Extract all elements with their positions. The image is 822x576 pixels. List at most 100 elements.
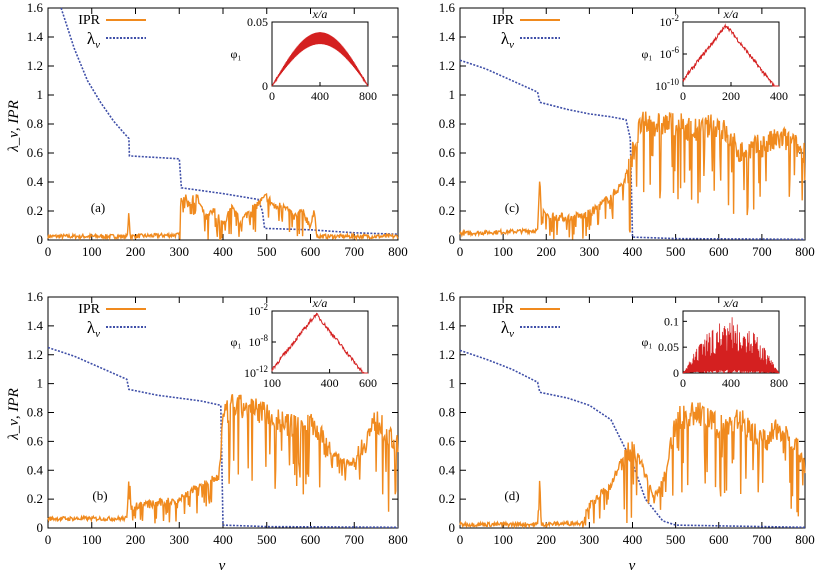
inset-y-label: φ₁: [641, 47, 652, 61]
legend-ipr-label: IPR: [78, 13, 100, 28]
x-tick-label: 400: [623, 532, 643, 547]
x-tick-label: 0: [457, 244, 464, 259]
panel-label: (b): [92, 488, 107, 503]
inset-y-label: φ₁: [230, 335, 241, 349]
x-tick-label: 200: [126, 244, 146, 259]
panel-label: (a): [91, 200, 105, 215]
y-tick-label: 1.2: [439, 347, 455, 362]
lambda-series-line: [60, 7, 399, 235]
inset-x-label: x/a: [312, 296, 328, 310]
y-tick-label: 0.8: [439, 116, 455, 131]
inset-y-tick-label: 0: [262, 79, 268, 93]
y-tick-label: 1.6: [27, 0, 44, 15]
inset-x-tick-label: 0: [680, 376, 686, 390]
panel-d: 0 100 200 300 400 500 600 700 800 0 0.2 0.4 0.6 0.8 1 1…: [439, 289, 815, 547]
inset-x-tick-label: 600: [359, 376, 377, 390]
y-tick-label: 0.6: [27, 145, 44, 160]
legend-ipr-label: IPR: [492, 13, 514, 28]
inset-x-label: x/a: [723, 296, 739, 310]
x-tick-label: 0: [45, 244, 52, 259]
y-tick-label: 1: [449, 87, 456, 102]
inset-x-tick-label: 800: [770, 376, 788, 390]
y-tick-label: 1.4: [27, 29, 44, 44]
inset-x-tick-label: 100: [263, 376, 281, 390]
inset-y-tick-label: 10-10: [655, 77, 679, 93]
y-tick-label: 1.2: [27, 58, 43, 73]
inset-x-tick-label: 400: [722, 376, 740, 390]
inset-y-tick-label: 10-2: [249, 302, 269, 318]
x-tick-label: 0: [457, 532, 464, 547]
inset-x-label: x/a: [723, 7, 739, 21]
x-tick-label: 500: [257, 532, 277, 547]
y-tick-label: 1.6: [439, 0, 456, 15]
legend-lambda-label: λν: [87, 29, 100, 51]
x-axis-label: ν: [629, 558, 636, 574]
y-tick-label: 0.4: [439, 174, 456, 189]
y-tick-label: 0.6: [27, 433, 44, 448]
inset-y-tick-label: 10-12: [244, 364, 268, 380]
y-tick-label: 0.2: [439, 203, 455, 218]
x-tick-label: 800: [388, 244, 408, 259]
x-tick-label: 800: [795, 244, 815, 259]
y-axis-label: λ_ν, IPR: [6, 100, 22, 152]
x-tick-label: 600: [301, 244, 321, 259]
inset-y-tick-label: 0.05: [247, 15, 268, 29]
x-tick-label: 700: [345, 532, 365, 547]
inset-x-tick-label: 400: [770, 89, 788, 103]
lambda-series-line: [459, 59, 806, 241]
y-tick-label: 0.8: [27, 405, 43, 420]
x-tick-label: 300: [170, 244, 190, 259]
x-tick-label: 600: [709, 532, 729, 547]
inset-y-tick-label: 10-6: [660, 45, 680, 61]
x-tick-label: 400: [213, 244, 233, 259]
y-tick-label: 0.4: [27, 462, 44, 477]
inset-plot: x/a φ₁ 0 200 400 10-10 10-6 10-2: [641, 7, 788, 103]
y-tick-label: 0.4: [439, 462, 456, 477]
x-tick-label: 300: [580, 244, 600, 259]
legend-lambda-label: λν: [501, 318, 514, 340]
inset-plot: x/a φ₁ 100 400 600 10-12 10-8 10-2: [230, 296, 377, 390]
inset-y-label: φ₁: [641, 335, 652, 349]
y-tick-label: 0.6: [439, 433, 456, 448]
legend-ipr-label: IPR: [492, 302, 514, 317]
inset-frame: [271, 21, 369, 87]
inset-x-tick-label: 400: [321, 376, 339, 390]
y-tick-label: 0.6: [439, 145, 456, 160]
inset-frame: [682, 21, 780, 87]
lambda-series-line: [47, 346, 399, 529]
x-tick-label: 700: [752, 532, 772, 547]
panel-c: 0 100 200 300 400 500 600 700 800 0 0.2 0.4 0.6 0.8 1 1…: [439, 0, 815, 259]
x-tick-label: 100: [82, 244, 102, 259]
x-tick-label: 800: [795, 532, 815, 547]
inset-phi-line: [682, 317, 780, 374]
y-tick-label: 1.4: [439, 318, 456, 333]
inset-x-tick-label: 0: [680, 89, 686, 103]
x-tick-label: 400: [213, 532, 233, 547]
y-tick-label: 0.8: [439, 405, 455, 420]
inset-plot: x/a φ₁ 0 400 800 0 0.05 0.1: [641, 296, 788, 390]
inset-x-tick-label: 200: [722, 89, 740, 103]
y-tick-label: 0: [449, 520, 456, 535]
panel-a: 0 100 200 300 400 500 600 700 800 0 0.2 0.4 0.6 0.8 1 1…: [27, 0, 408, 259]
y-tick-label: 1.6: [439, 289, 456, 304]
x-tick-label: 700: [752, 244, 772, 259]
panel-b: 0 100 200 300 400 500 600 700 800 0 0.2 0.4 0.6 0.8 1 1…: [27, 289, 408, 547]
y-tick-label: 1.2: [27, 347, 43, 362]
inset-x-tick-label: 800: [359, 89, 377, 103]
inset-phi-line: [682, 23, 779, 87]
legend-ipr-label: IPR: [78, 302, 100, 317]
inset-plot: x/a φ₁ 0 400 800 0 0.05: [230, 7, 377, 103]
inset-y-tick-label: 0: [673, 366, 679, 380]
ipr-series-line: [47, 192, 399, 242]
x-tick-label: 300: [170, 532, 190, 547]
y-tick-label: 0.2: [439, 491, 455, 506]
y-tick-label: 1: [37, 87, 44, 102]
y-tick-label: 1.2: [439, 58, 455, 73]
inset-x-label: x/a: [312, 7, 328, 21]
y-tick-label: 1.4: [27, 318, 44, 333]
inset-x-tick-label: 400: [311, 89, 329, 103]
x-tick-label: 600: [709, 244, 729, 259]
panel-label: (d): [504, 488, 519, 503]
y-tick-label: 0: [37, 232, 44, 247]
